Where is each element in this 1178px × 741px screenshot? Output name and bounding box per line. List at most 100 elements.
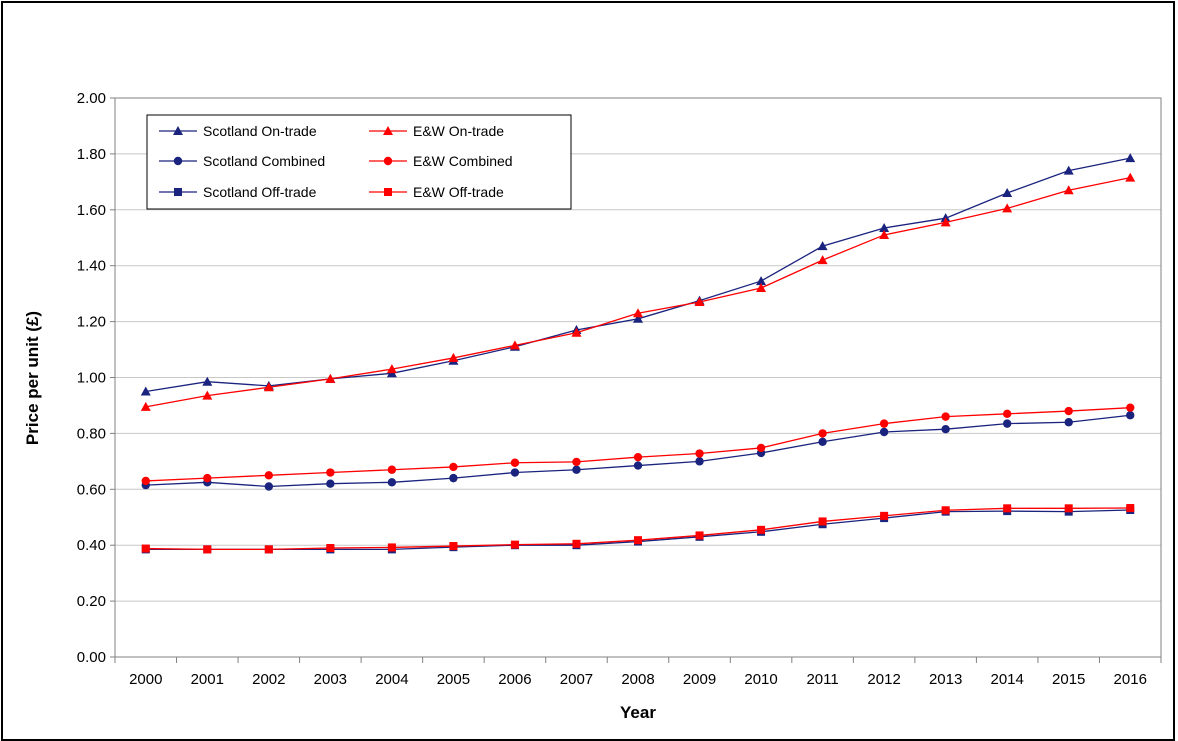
- series-scotland-off-trade: [141, 505, 1135, 554]
- x-tick-label: 2001: [191, 671, 224, 688]
- y-tick-label: 2.00: [77, 90, 106, 107]
- data-point-scotland-on-trade: [633, 313, 643, 323]
- x-tick-label: 2012: [867, 671, 900, 688]
- data-point-scotland-on-trade: [202, 376, 213, 386]
- data-point-eandw-on-trade: [1125, 172, 1136, 182]
- data-point-scotland-on-trade: [1063, 165, 1074, 175]
- data-point-eandw-combined: [449, 462, 458, 472]
- y-tick-label: 0.60: [77, 481, 106, 498]
- data-point-eandw-off-trade: [634, 536, 642, 545]
- series-scotland-combined: [141, 411, 1135, 491]
- data-point-scotland-combined: [449, 473, 458, 483]
- data-point-scotland-combined: [941, 425, 950, 434]
- x-tick-label: 2004: [375, 671, 408, 688]
- data-point-eandw-off-trade: [880, 511, 889, 520]
- data-point-scotland-on-trade: [756, 276, 767, 286]
- data-point-scotland-combined: [695, 457, 704, 466]
- legend-swatch-marker: [173, 126, 183, 135]
- data-point-eandw-off-trade: [818, 517, 827, 526]
- y-tick-label: 1.20: [77, 314, 106, 331]
- data-point-scotland-combined: [264, 482, 274, 491]
- x-tick-label: 2014: [990, 671, 1023, 688]
- data-point-eandw-combined: [141, 476, 150, 486]
- data-point-eandw-combined: [695, 449, 704, 458]
- data-point-scotland-combined: [1002, 419, 1012, 428]
- data-point-eandw-combined: [756, 443, 766, 453]
- x-tick-label: 2002: [252, 671, 285, 688]
- series-line-eandw-on-trade: [145, 177, 1131, 408]
- y-tick-label: 1.00: [77, 370, 106, 387]
- data-point-eandw-on-trade: [509, 340, 520, 350]
- legend-swatch-marker: [174, 188, 182, 196]
- data-point-eandw-on-trade: [756, 283, 767, 293]
- x-tick-label: 2011: [806, 671, 838, 688]
- x-tick-label: 2008: [621, 671, 654, 688]
- data-point-eandw-combined: [1126, 403, 1135, 412]
- legend-label: Scotland Off-trade: [203, 184, 317, 200]
- data-point-eandw-off-trade: [1064, 504, 1073, 513]
- legend-label: E&W Off-trade: [413, 184, 504, 200]
- legend: Scotland On-trade E&W On-trade Scotland Co…: [146, 114, 572, 210]
- data-point-eandw-on-trade: [571, 327, 582, 337]
- legend-item-scotland-combined: Scotland Combined: [159, 153, 325, 169]
- legend-label: E&W On-trade: [413, 123, 504, 139]
- series-group: [140, 153, 1136, 554]
- data-point-eandw-on-trade: [879, 229, 890, 239]
- data-point-eandw-combined: [572, 457, 581, 467]
- data-point-eandw-combined: [941, 412, 950, 421]
- legend-item-eandw-on-trade: E&W On-trade: [369, 123, 504, 139]
- data-point-eandw-on-trade: [940, 217, 951, 227]
- x-tick-label: 2009: [683, 671, 716, 688]
- legend-label: E&W Combined: [413, 153, 513, 169]
- x-tick-label: 2010: [744, 671, 777, 688]
- data-point-scotland-combined: [387, 478, 397, 487]
- y-tick-label: 0.20: [77, 593, 106, 610]
- data-point-eandw-combined: [1064, 406, 1073, 416]
- legend-item-scotland-on-trade: Scotland On-trade: [159, 123, 317, 139]
- series-eandw-on-trade: [140, 172, 1136, 411]
- gridlines: [115, 153, 1161, 602]
- data-point-eandw-combined: [203, 473, 212, 483]
- data-point-eandw-off-trade: [695, 531, 704, 540]
- x-tick-label: 2013: [929, 671, 962, 688]
- y-tick-label: 1.60: [77, 202, 106, 219]
- data-point-eandw-on-trade: [202, 390, 213, 400]
- legend-label: Scotland On-trade: [203, 123, 317, 139]
- data-point-eandw-combined: [387, 465, 397, 474]
- axes: 0.00 0.20 0.40 0.60 0.80 1.00 1.20 1.40 1.60 1.80…: [77, 90, 1162, 688]
- legend-swatch-marker: [383, 156, 393, 166]
- series-eandw-combined: [141, 403, 1135, 486]
- y-tick-label: 1.40: [77, 258, 106, 275]
- legend-swatch-marker: [383, 126, 393, 135]
- data-point-scotland-combined: [1126, 411, 1135, 420]
- data-point-scotland-on-trade: [1002, 188, 1013, 198]
- series-line-scotland-combined: [145, 414, 1131, 488]
- data-point-scotland-combined: [879, 427, 889, 437]
- x-tick-label: 2000: [129, 671, 162, 688]
- data-point-scotland-on-trade: [1125, 153, 1136, 163]
- x-tick-label: 2016: [1114, 671, 1147, 688]
- data-point-eandw-on-trade: [325, 373, 336, 383]
- legend-label: Scotland Combined: [203, 153, 325, 169]
- x-tick-label: 2007: [560, 671, 593, 688]
- data-point-scotland-combined: [633, 461, 643, 470]
- series-line-eandw-combined: [145, 407, 1131, 482]
- data-point-eandw-off-trade: [1003, 504, 1012, 513]
- data-point-eandw-on-trade: [817, 255, 828, 265]
- data-point-eandw-on-trade: [633, 308, 643, 318]
- legend-item-eandw-off-trade: E&W Off-trade: [369, 184, 504, 200]
- data-point-eandw-on-trade: [1002, 203, 1013, 213]
- data-point-eandw-off-trade: [141, 544, 150, 553]
- data-point-eandw-off-trade: [387, 543, 396, 552]
- data-point-scotland-on-trade: [879, 222, 890, 232]
- data-point-eandw-off-trade: [326, 543, 335, 552]
- data-point-eandw-combined: [633, 452, 643, 462]
- data-point-eandw-off-trade: [757, 525, 766, 534]
- y-tick-label: 1.80: [77, 146, 106, 163]
- legend-item-scotland-off-trade: Scotland Off-trade: [159, 184, 317, 200]
- data-point-scotland-on-trade: [817, 241, 828, 251]
- legend-box: [146, 114, 572, 210]
- data-point-eandw-off-trade: [1126, 504, 1135, 513]
- data-point-eandw-combined: [326, 468, 335, 477]
- data-point-eandw-combined: [264, 471, 274, 480]
